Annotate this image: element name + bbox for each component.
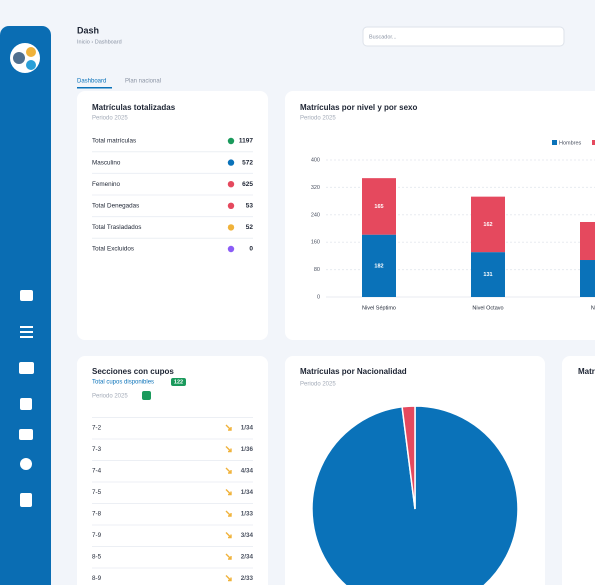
section-quota: 1/33 — [241, 511, 254, 518]
sidebar — [0, 26, 51, 585]
x-tick-label: Nivel Séptimo — [362, 305, 396, 311]
bar-segment — [471, 196, 505, 253]
row-label: Total Excluidos — [92, 246, 134, 253]
card-subtitle: Periodo 2025 — [300, 382, 336, 388]
y-tick-label: 0 — [317, 294, 320, 300]
row-label: Total matrículas — [92, 138, 136, 145]
row-icon — [225, 467, 232, 474]
pie-slice — [401, 405, 416, 510]
breadcrumb[interactable]: Inicio › Dashboard — [77, 39, 122, 45]
row-value: 625 — [242, 181, 253, 188]
data-label: 182 — [374, 263, 383, 269]
section-quota: 1/34 — [241, 489, 254, 496]
bar-segment — [362, 178, 396, 235]
section-name: 7-2 — [92, 425, 102, 432]
y-tick-label: 160 — [311, 240, 320, 246]
row-icon — [227, 224, 235, 231]
row-icon — [225, 575, 232, 582]
legend-swatch — [592, 140, 595, 145]
card — [77, 356, 268, 585]
row-label: Total Denegadas — [92, 202, 139, 209]
row-icon — [227, 181, 235, 188]
section-name: 7-5 — [92, 489, 102, 496]
tab[interactable]: Dashboard — [77, 79, 106, 85]
card-subtitle: Periodo 2025 — [300, 116, 336, 122]
x-tick-label: Nivel — [591, 305, 595, 311]
search-placeholder: Buscador... — [369, 34, 397, 40]
section-quota: 3/34 — [241, 532, 254, 539]
logo — [10, 43, 40, 73]
row-icon — [225, 424, 232, 431]
row-value: 1197 — [239, 138, 253, 145]
bar-segment — [580, 221, 595, 261]
row-icon — [225, 510, 232, 517]
card-title: Matrículas por Nacionalidad — [300, 367, 407, 376]
row-icon — [227, 159, 235, 166]
section-quota: 4/34 — [241, 468, 254, 475]
tab[interactable]: Plan nacional — [125, 79, 161, 85]
row-icon — [227, 245, 235, 253]
card-subtitle: Periodo 2025 — [92, 116, 128, 122]
bar-segment — [580, 260, 595, 297]
data-label: 162 — [483, 222, 492, 228]
section-name: 7-9 — [92, 532, 102, 539]
y-tick-label: 320 — [311, 185, 320, 191]
y-tick-label: 80 — [314, 267, 320, 273]
section-name: 7-8 — [92, 511, 102, 518]
section-quota: 1/34 — [241, 425, 254, 432]
y-tick-label: 240 — [311, 212, 320, 218]
available-count: 122 — [174, 379, 183, 385]
section-quota: 2/33 — [241, 575, 254, 582]
section-name: 8-5 — [92, 554, 102, 561]
row-label: Masculino — [92, 159, 121, 166]
badge — [171, 378, 186, 386]
search-box[interactable] — [362, 26, 565, 47]
card-title: Matr — [578, 367, 595, 376]
row-value: 0 — [249, 246, 253, 253]
row-value: 572 — [242, 159, 253, 166]
row-icon — [225, 532, 232, 539]
legend-swatch — [552, 140, 557, 145]
section-name: 7-4 — [92, 468, 102, 475]
card-title: Secciones con cupos — [92, 367, 174, 376]
section-name: 8-9 — [92, 575, 102, 582]
sidebar-icons[interactable] — [19, 290, 34, 507]
badge — [142, 391, 151, 400]
section-quota: 2/34 — [241, 554, 254, 561]
bar-segment — [362, 234, 396, 297]
row-icon — [225, 446, 232, 453]
y-tick-label: 400 — [311, 157, 320, 163]
tab-indicator — [77, 87, 112, 89]
x-tick-label: Nivel Octavo — [472, 305, 503, 311]
card-title: Matrículas totalizadas — [92, 103, 176, 112]
card-subtitle: Periodo 2025 — [92, 394, 128, 400]
row-label: Femenino — [92, 181, 120, 188]
page-title: Dash — [77, 25, 99, 35]
section-quota: 1/36 — [241, 446, 254, 453]
available-label: Total cupos disponibles — [92, 380, 154, 386]
bar-segment — [471, 252, 505, 297]
card — [77, 91, 268, 340]
row-icon — [227, 202, 235, 209]
data-label: 131 — [483, 272, 492, 278]
data-label: 165 — [374, 204, 383, 210]
row-label: Total Trasladados — [92, 224, 141, 231]
card — [562, 356, 595, 585]
card — [285, 91, 595, 340]
row-icon — [225, 553, 232, 560]
row-icon — [225, 489, 232, 496]
row-value: 52 — [246, 224, 254, 231]
row-icon — [227, 137, 235, 145]
section-name: 7-3 — [92, 446, 102, 453]
legend-label: Hombres — [559, 140, 582, 146]
content: Total matrículas 1197 Masculino 572 Femenino… — [92, 138, 595, 585]
card-title: Matrículas por nivel y por sexo — [300, 103, 417, 112]
row-value: 53 — [246, 203, 254, 210]
